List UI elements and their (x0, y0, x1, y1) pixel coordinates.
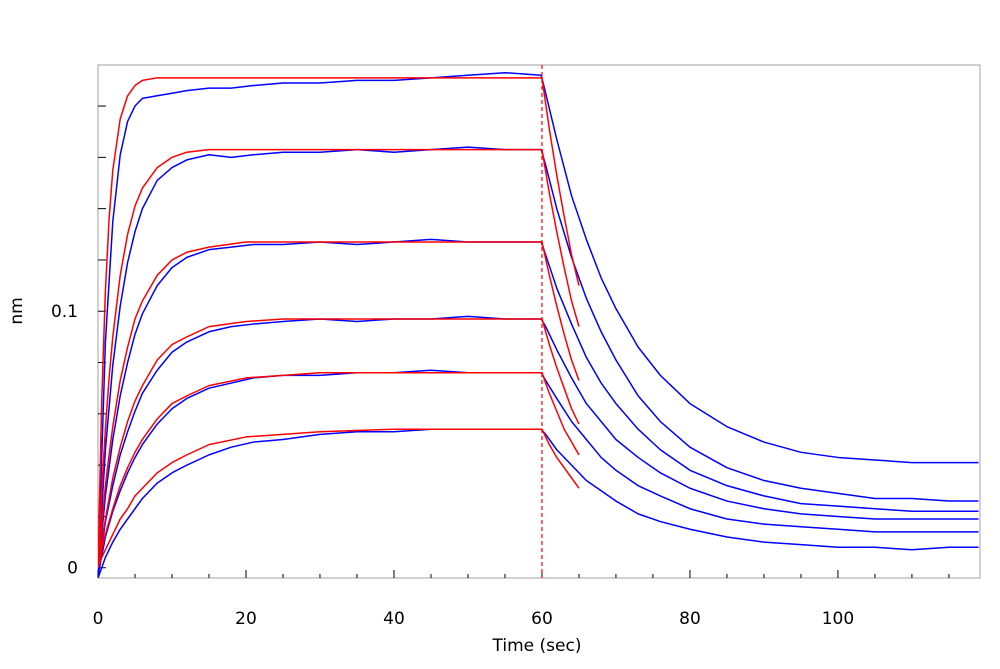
x-axis-label: Time (sec) (492, 636, 582, 656)
measured-curve (98, 146, 979, 573)
y-tick-label: 0 (67, 559, 78, 579)
measured-curve (98, 71, 979, 573)
fit-curve (98, 318, 580, 568)
y-axis-label: nm (7, 297, 27, 324)
x-tick-label: 80 (679, 609, 701, 629)
x-tick-label: 0 (93, 609, 104, 629)
fit-curve (98, 148, 580, 568)
x-tick-label: 20 (235, 609, 257, 629)
fit-curve (98, 372, 580, 568)
y-tick-label: 0.1 (51, 302, 78, 322)
fit-curve (98, 77, 580, 568)
fit-curve (98, 428, 580, 568)
fit-curve (98, 241, 580, 568)
x-tick-label: 100 (822, 609, 854, 629)
ticks: 0 20 40 60 80 100 0 0.1 (51, 105, 950, 629)
x-tick-label: 40 (383, 609, 405, 629)
measured-curve (98, 315, 979, 576)
x-tick-label: 60 (531, 609, 553, 629)
plot-area (98, 65, 979, 578)
plot-frame (97, 64, 981, 579)
